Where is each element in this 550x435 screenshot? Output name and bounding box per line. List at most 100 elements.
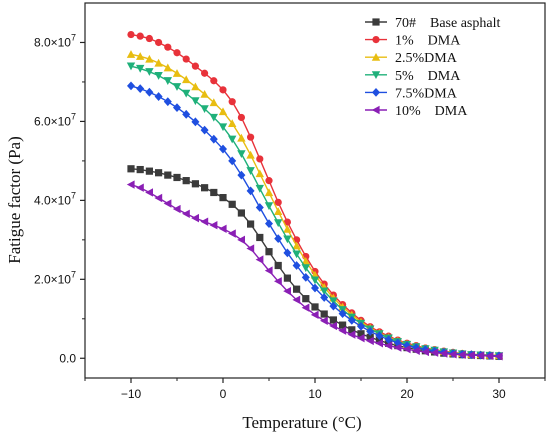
data-point bbox=[191, 117, 200, 127]
legend-marker bbox=[372, 36, 380, 44]
data-point bbox=[145, 188, 153, 197]
plot-frame bbox=[84, 2, 546, 379]
data-point bbox=[237, 209, 245, 217]
data-point bbox=[209, 134, 218, 144]
data-point bbox=[246, 186, 255, 196]
data-point bbox=[228, 98, 236, 106]
data-point bbox=[246, 244, 255, 253]
data-point bbox=[375, 336, 383, 345]
data-point bbox=[485, 351, 494, 361]
data-point bbox=[393, 343, 402, 352]
data-point bbox=[127, 81, 135, 91]
data-point bbox=[228, 156, 237, 166]
data-point bbox=[237, 235, 245, 245]
data-point bbox=[219, 86, 227, 94]
data-point bbox=[320, 310, 328, 318]
data-point bbox=[301, 303, 310, 312]
data-point bbox=[219, 144, 227, 154]
data-point bbox=[237, 150, 246, 158]
legend-label: 10% DMA bbox=[395, 104, 468, 119]
data-point bbox=[311, 283, 319, 293]
data-point bbox=[172, 83, 182, 91]
data-point bbox=[163, 63, 172, 72]
data-point bbox=[237, 170, 246, 180]
legend: 70# Base asphalt 1% DMA 2.5%DMA 5% DMA 7.5%DMA 1… bbox=[365, 16, 500, 119]
data-point bbox=[136, 183, 144, 192]
data-point bbox=[127, 30, 135, 39]
data-point bbox=[476, 351, 485, 360]
data-point bbox=[467, 350, 475, 360]
data-point bbox=[200, 105, 209, 113]
data-point bbox=[164, 171, 172, 179]
data-point bbox=[255, 203, 264, 212]
data-point bbox=[228, 229, 236, 238]
data-point bbox=[274, 277, 282, 286]
data-point bbox=[246, 150, 255, 159]
data-point bbox=[182, 209, 190, 218]
x-tick-label: −10 bbox=[121, 387, 142, 401]
data-point bbox=[264, 266, 273, 275]
y-tick-label: 6.0×107 bbox=[34, 111, 76, 128]
data-point bbox=[320, 287, 329, 296]
data-point bbox=[172, 204, 181, 214]
data-point bbox=[265, 177, 273, 185]
data-point bbox=[356, 333, 365, 343]
data-point bbox=[347, 330, 356, 339]
y-tick-label: 4.0×107 bbox=[34, 190, 76, 207]
data-point bbox=[145, 167, 153, 175]
data-point bbox=[302, 295, 310, 303]
data-point bbox=[126, 50, 136, 58]
x-tick-label: 30 bbox=[492, 387, 506, 401]
data-point bbox=[145, 68, 154, 76]
data-point bbox=[173, 173, 181, 182]
data-point bbox=[228, 200, 236, 208]
data-point bbox=[201, 69, 209, 77]
data-point bbox=[311, 303, 319, 311]
data-point bbox=[283, 224, 292, 233]
data-point bbox=[201, 184, 209, 192]
data-point bbox=[191, 82, 200, 91]
legend-marker bbox=[371, 71, 381, 79]
data-point bbox=[145, 34, 153, 43]
axes: −10 0 10 20 30 0.0 2.0×107 4.0×107 6.0×107 8.0×10… bbox=[34, 2, 546, 401]
data-point bbox=[430, 348, 439, 357]
data-point bbox=[283, 274, 291, 282]
data-point bbox=[329, 321, 337, 331]
data-point bbox=[301, 256, 310, 265]
data-point bbox=[163, 97, 172, 107]
data-point bbox=[182, 55, 190, 63]
data-point bbox=[155, 38, 163, 47]
data-point bbox=[439, 349, 448, 358]
data-point bbox=[182, 109, 191, 119]
data-point bbox=[173, 103, 181, 113]
data-point bbox=[384, 335, 393, 345]
data-point bbox=[292, 295, 301, 305]
x-tick-label: 10 bbox=[308, 387, 322, 401]
data-point bbox=[218, 224, 227, 233]
data-point bbox=[310, 310, 319, 320]
data-point bbox=[246, 167, 255, 175]
legend-label: 5% DMA bbox=[395, 69, 461, 84]
data-point bbox=[264, 202, 274, 211]
data-point bbox=[172, 69, 182, 77]
data-point bbox=[283, 248, 292, 258]
data-point bbox=[256, 155, 264, 163]
data-point bbox=[329, 297, 338, 306]
data-point bbox=[154, 58, 163, 67]
legend-marker bbox=[372, 18, 380, 26]
data-point bbox=[209, 221, 218, 230]
data-point bbox=[384, 341, 393, 350]
data-point bbox=[218, 107, 228, 116]
y-tick-label: 2.0×107 bbox=[34, 269, 76, 286]
legend-label: 7.5%DMA bbox=[395, 86, 458, 101]
data-point bbox=[145, 87, 154, 97]
data-point bbox=[402, 344, 411, 354]
series-0 bbox=[127, 165, 503, 360]
data-point bbox=[412, 346, 420, 355]
data-point bbox=[338, 326, 347, 335]
data-point bbox=[366, 333, 374, 341]
legend-label: 70# Base asphalt bbox=[395, 16, 500, 31]
data-point bbox=[357, 321, 365, 331]
data-point bbox=[237, 133, 246, 142]
